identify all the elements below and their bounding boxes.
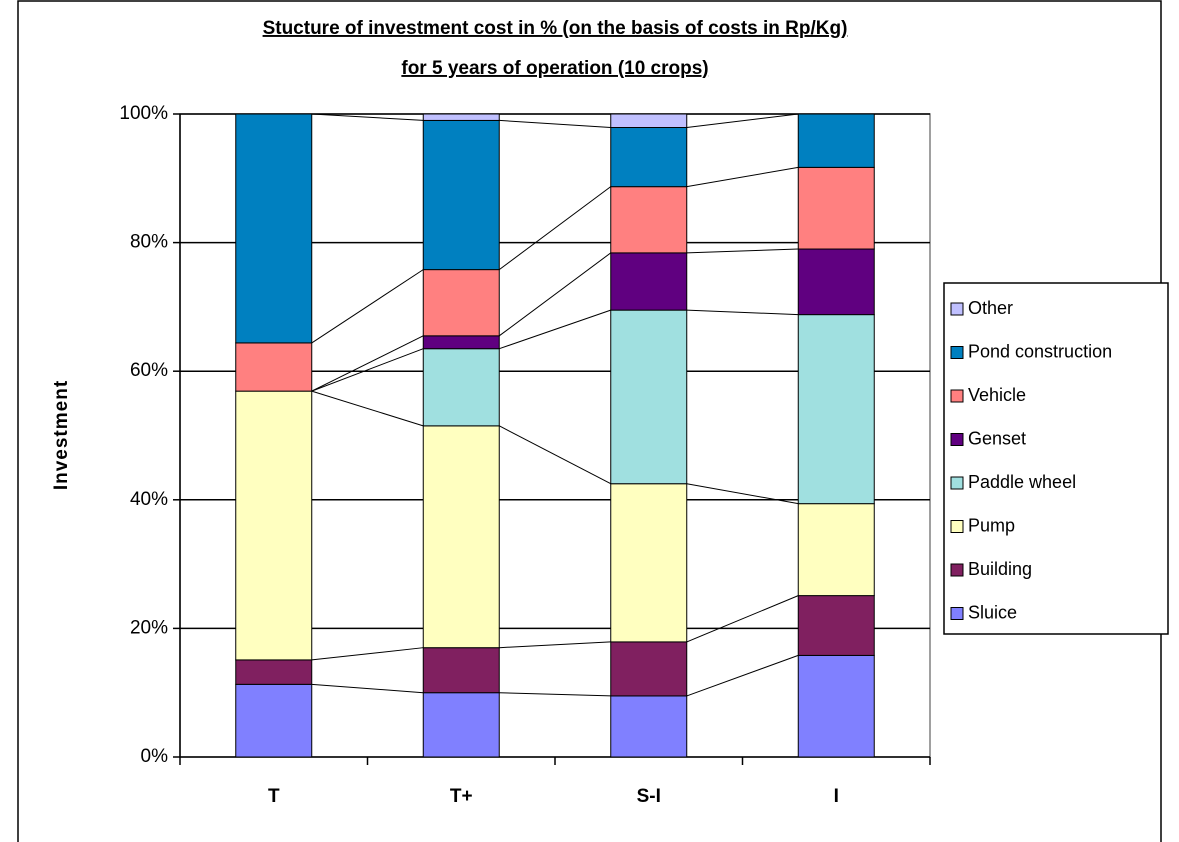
y-tick-label: 60% bbox=[130, 360, 168, 381]
legend-label: Vehicle bbox=[968, 385, 1026, 405]
bar-segment bbox=[422, 335, 500, 350]
bar-segment bbox=[610, 113, 688, 129]
x-tick-label: T+ bbox=[450, 786, 473, 807]
bar-segment bbox=[797, 248, 875, 316]
bar-segment bbox=[797, 113, 875, 168]
legend-swatch bbox=[950, 433, 964, 446]
series-line bbox=[498, 252, 612, 337]
series-line bbox=[311, 390, 424, 427]
bar-segment bbox=[610, 186, 688, 254]
bar-segment bbox=[422, 269, 500, 337]
legend-label: Pond construction bbox=[968, 341, 1112, 361]
series-line bbox=[686, 309, 799, 316]
series-line bbox=[498, 186, 612, 271]
series-line bbox=[686, 654, 799, 697]
legend-label: Paddle wheel bbox=[968, 472, 1076, 492]
series-line bbox=[499, 119, 611, 129]
bar-segment bbox=[610, 309, 688, 485]
legend-swatch bbox=[950, 389, 964, 403]
legend-label: Building bbox=[968, 559, 1032, 579]
y-tick-label: 80% bbox=[130, 232, 168, 253]
series-line bbox=[686, 248, 799, 254]
legend-label: Pump bbox=[968, 515, 1015, 535]
series-line bbox=[686, 483, 799, 505]
series-line bbox=[499, 309, 611, 350]
bar-segment bbox=[422, 692, 500, 758]
legend-swatch bbox=[950, 302, 964, 316]
legend: Sluice Building Pump Paddle wheel Genset Vehi… bbox=[943, 282, 1169, 635]
x-tick-label: S-I bbox=[637, 786, 661, 807]
bar-segment bbox=[797, 314, 875, 505]
bar-segment bbox=[610, 641, 688, 697]
legend-swatch bbox=[950, 346, 964, 359]
legend-swatch bbox=[950, 476, 964, 490]
series-line bbox=[499, 692, 611, 697]
bar-segment bbox=[797, 166, 875, 250]
bar-segment bbox=[235, 659, 313, 685]
bar-segment bbox=[610, 127, 688, 188]
series-line bbox=[499, 641, 611, 649]
x-tick-label: I bbox=[834, 786, 839, 807]
legend-label: Genset bbox=[968, 428, 1026, 448]
bar-segment bbox=[422, 113, 500, 121]
series-line bbox=[311, 348, 424, 392]
legend-label: Other bbox=[968, 298, 1013, 318]
bar-segment bbox=[235, 683, 313, 758]
y-axis-label: Investment bbox=[51, 380, 72, 490]
legend-label: Sluice bbox=[968, 602, 1017, 622]
legend-box bbox=[943, 282, 1169, 635]
series-line bbox=[311, 683, 424, 694]
x-tick-label: T bbox=[268, 786, 280, 807]
series-line bbox=[311, 269, 424, 344]
series-line bbox=[686, 113, 799, 128]
title-line: for 5 years of operation (10 crops) bbox=[401, 58, 708, 79]
bar-segment bbox=[422, 647, 500, 694]
bar-segment bbox=[422, 119, 500, 271]
series-line bbox=[499, 425, 611, 485]
legend-swatch bbox=[950, 520, 964, 533]
legend-swatch bbox=[950, 563, 964, 577]
series-line bbox=[686, 166, 799, 188]
bar-segment bbox=[610, 252, 688, 311]
legend-swatch bbox=[950, 607, 964, 620]
y-tick-label: 100% bbox=[119, 103, 168, 124]
bar-segment bbox=[797, 595, 875, 656]
bar-segment bbox=[235, 390, 313, 661]
y-tick-label: 0% bbox=[141, 746, 169, 767]
series-line bbox=[311, 647, 424, 661]
bar-segment bbox=[422, 348, 500, 427]
series-line bbox=[311, 335, 424, 392]
chart-title: Stucture of investment cost in % (on the… bbox=[263, 18, 848, 79]
bar-segment bbox=[797, 654, 875, 758]
bar-segment bbox=[235, 113, 313, 344]
series-line bbox=[311, 113, 424, 121]
series-line bbox=[686, 595, 799, 643]
bar-segment bbox=[610, 695, 688, 758]
bar-segment bbox=[610, 483, 688, 643]
title-line: Stucture of investment cost in % (on the… bbox=[263, 18, 848, 39]
bar-segment bbox=[235, 342, 313, 392]
y-tick-label: 20% bbox=[130, 617, 168, 638]
y-tick-label: 40% bbox=[130, 489, 168, 510]
bar-segment bbox=[797, 503, 875, 597]
bar-segment bbox=[422, 425, 500, 649]
